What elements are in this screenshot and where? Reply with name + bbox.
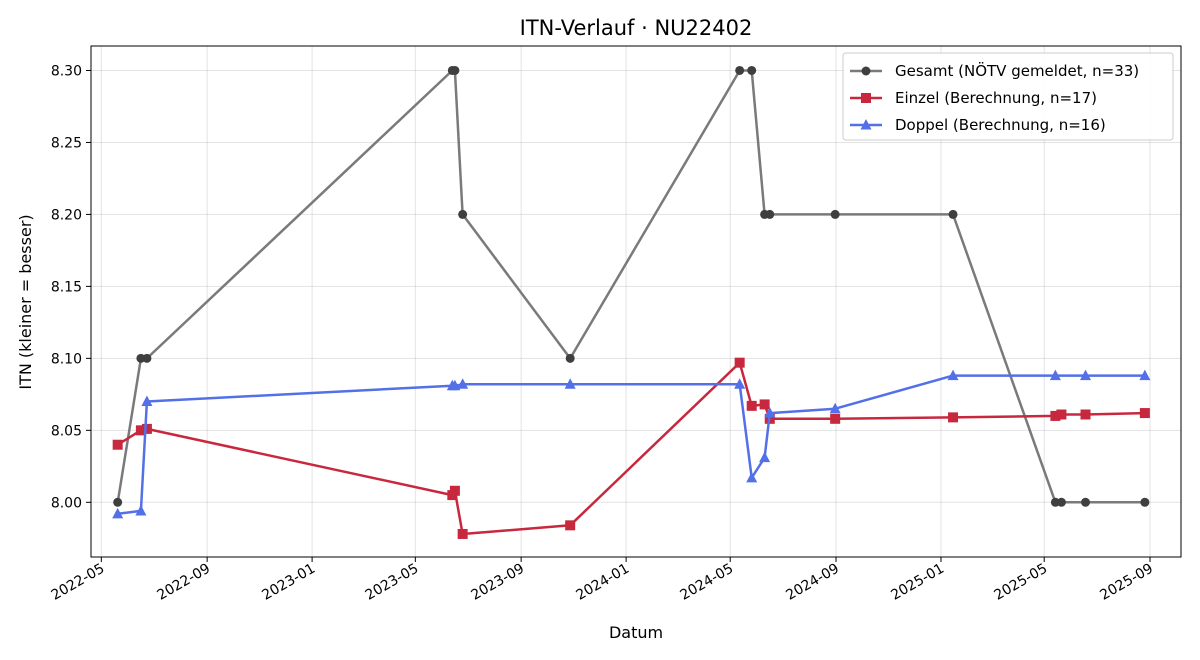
data-point-gesamt [113, 497, 123, 507]
legend-marker [861, 66, 871, 76]
x-tick-label: 2022-05 [49, 561, 108, 604]
data-point-einzel [1050, 410, 1061, 421]
x-tick-label: 2024-01 [573, 561, 632, 604]
data-point-doppel [1049, 369, 1061, 381]
legend: Gesamt (NÖTV gemeldet, n=33) Einzel (Bere… [842, 52, 1174, 141]
data-point-einzel [948, 412, 959, 423]
data-point-einzel [112, 439, 123, 450]
data-point-einzel [141, 423, 152, 434]
data-point-gesamt [142, 353, 152, 363]
data-point-gesamt [565, 353, 575, 363]
legend-item-doppel: Doppel (Berechnung, n=16) [850, 116, 1106, 134]
data-point-doppel [1139, 369, 1151, 381]
ticks: 2022-05 2022-09 2023-01 2023-05 2023-09 2024-… [49, 63, 1156, 603]
y-tick-label: 8.15 [51, 279, 82, 295]
data-point-doppel [135, 504, 147, 516]
plot-frame [90, 45, 1182, 558]
x-tick-label: 2023-05 [363, 561, 422, 604]
series-line-doppel [117, 374, 1145, 516]
data-point-einzel [759, 399, 770, 410]
data-point-doppel [112, 507, 124, 519]
data-point-doppel [734, 378, 746, 389]
series-layer [112, 65, 1151, 539]
y-tick-label: 8.20 [51, 207, 82, 223]
data-point-gesamt [1056, 497, 1066, 507]
series-einzel [112, 357, 1150, 539]
y-tick-label: 8.05 [51, 423, 82, 439]
legend-item-gesamt: Gesamt (NÖTV gemeldet, n=33) [850, 61, 1139, 80]
x-tick-label: 2025-09 [1097, 561, 1156, 604]
data-point-doppel [746, 471, 758, 483]
data-point-gesamt [948, 209, 958, 219]
data-point-doppel [564, 378, 576, 389]
y-tick-label: 8.30 [51, 63, 82, 79]
series-doppel [112, 369, 1151, 519]
legend-marker [860, 119, 872, 130]
data-point-gesamt [765, 209, 775, 219]
legend-label: Gesamt (NÖTV gemeldet, n=33) [895, 61, 1139, 80]
data-point-doppel [449, 379, 461, 391]
x-tick-label: 2024-09 [783, 561, 842, 604]
y-tick-label: 8.10 [51, 351, 82, 367]
data-point-doppel [759, 451, 771, 463]
data-point-einzel [830, 413, 841, 424]
x-tick-label: 2024-05 [678, 561, 737, 604]
data-point-einzel [746, 400, 757, 411]
x-tick-label: 2025-01 [888, 561, 947, 604]
data-point-doppel [457, 378, 469, 389]
y-tick-label: 8.25 [51, 135, 82, 151]
x-tick-label: 2022-09 [154, 561, 213, 604]
x-tick-label: 2023-01 [259, 561, 318, 604]
data-point-doppel [947, 369, 959, 381]
data-point-einzel [1080, 409, 1091, 420]
data-point-einzel [565, 520, 576, 531]
data-point-einzel [1056, 409, 1067, 420]
data-point-doppel [1080, 369, 1092, 381]
legend-marker [861, 93, 871, 103]
legend-box [842, 52, 1174, 141]
data-point-gesamt [735, 65, 745, 75]
series-gesamt [113, 65, 1150, 507]
chart-title: ITN-Verlauf · NU22402 [520, 16, 753, 40]
y-tick-label: 8.00 [51, 495, 82, 511]
legend-label: Doppel (Berechnung, n=16) [895, 116, 1106, 134]
x-axis-label: Datum [609, 623, 663, 642]
data-point-einzel [457, 528, 468, 539]
data-point-einzel [449, 485, 460, 496]
y-axis-label: ITN (kleiner = besser) [16, 214, 35, 389]
data-point-gesamt [1081, 497, 1091, 507]
x-tick-label: 2025-05 [992, 561, 1051, 604]
data-point-einzel [734, 357, 745, 368]
data-point-doppel [764, 407, 776, 418]
series-line-einzel [117, 361, 1145, 536]
legend-item-einzel: Einzel (Berechnung, n=17) [850, 89, 1097, 107]
data-point-doppel [829, 402, 841, 414]
x-tick-label: 2023-09 [468, 561, 527, 604]
data-point-gesamt [450, 65, 460, 75]
data-point-einzel [135, 425, 146, 436]
data-point-gesamt [458, 209, 468, 219]
legend-label: Einzel (Berechnung, n=17) [895, 89, 1097, 107]
data-point-gesamt [747, 65, 757, 75]
data-point-gesamt [1140, 497, 1150, 507]
data-point-gesamt [830, 209, 840, 219]
data-point-einzel [1139, 408, 1150, 419]
data-point-doppel [141, 395, 153, 407]
